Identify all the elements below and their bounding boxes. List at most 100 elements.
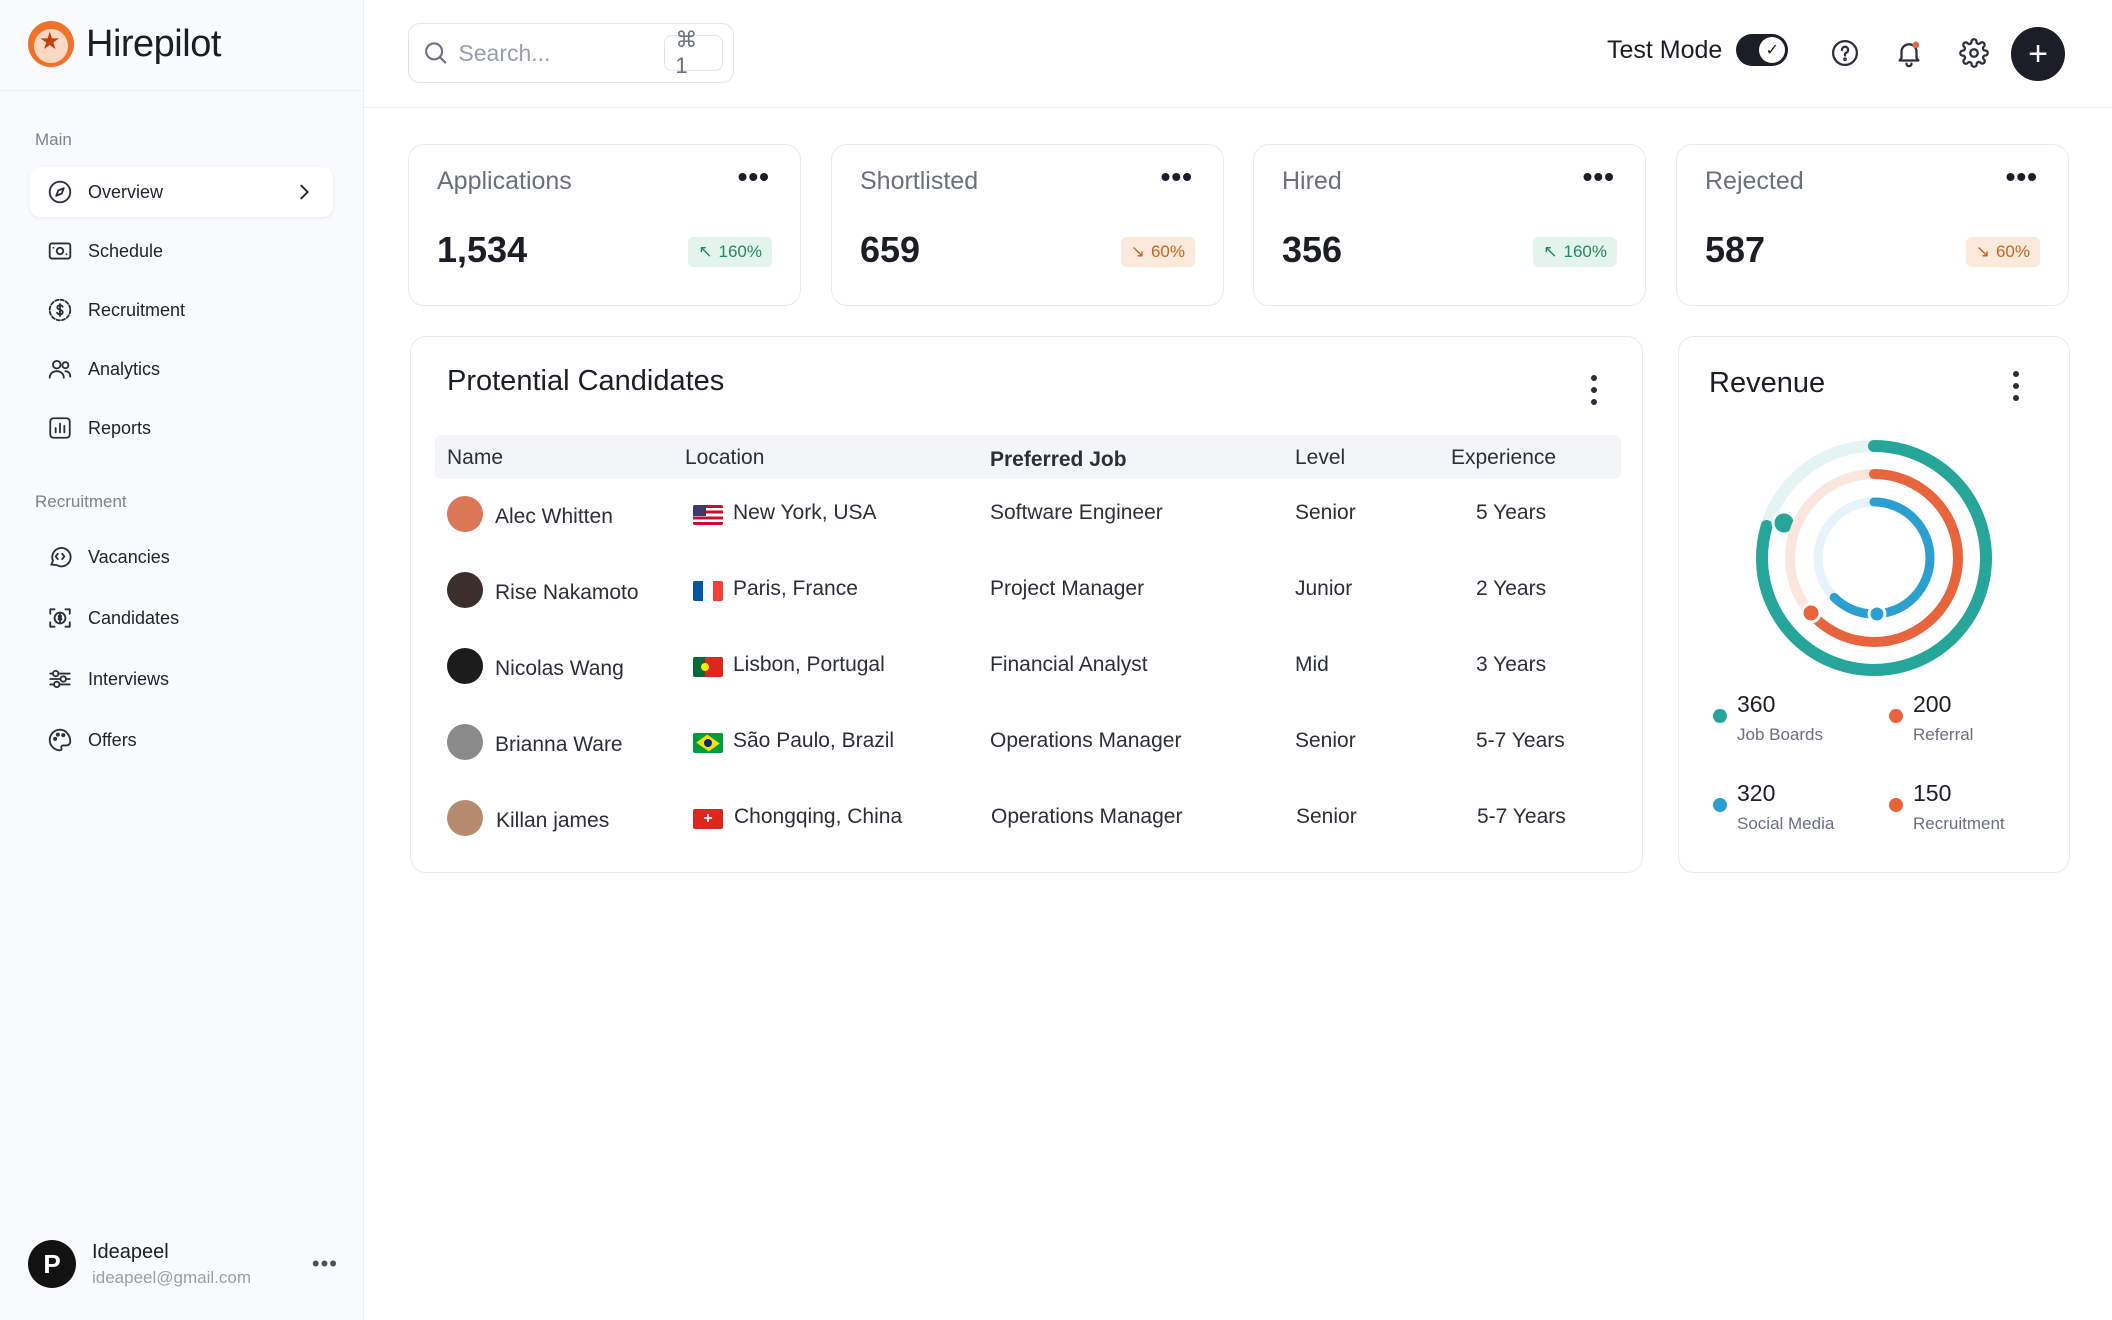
candidate-level: Mid [1295,653,1329,676]
candidate-level: Junior [1295,577,1353,600]
legend-label: Recruitment [1913,814,2005,833]
sidebar-item-vacancies[interactable]: Vacancies [30,532,333,582]
stat-value: 659 [860,229,921,270]
sidebar-item-overview[interactable]: Overview [30,167,333,217]
sidebar-item-label: Interviews [88,668,170,689]
ring-job-boards [1756,440,1992,676]
user-info: Ideapeel ideapeel@gmail.com [92,1241,296,1288]
bell-icon[interactable] [1894,38,1926,70]
column-header[interactable]: Preferred Job [990,448,1127,471]
sidebar-item-schedule[interactable]: Schedule [30,226,333,276]
search-icon [425,42,447,64]
test-mode-toggle[interactable]: ✓ [1736,34,1789,66]
legend-dot [1889,709,1903,723]
arrow-up-left-icon: ↖ [698,242,713,261]
candidate-job: Financial Analyst [990,653,1148,676]
table-row[interactable]: Alec Whitten New York, USA Software Engi… [435,483,1621,543]
more-horizontal-icon[interactable]: ••• [1160,161,1193,192]
candidate-level: Senior [1295,729,1356,752]
candidate-name: Brianna Ware [495,733,623,756]
sidebar-item-offers[interactable]: Offers [30,715,333,765]
us-flag-icon [693,505,723,525]
avatar [447,648,483,684]
candidate-name: Nicolas Wang [495,657,624,680]
more-vertical-icon[interactable] [1589,375,1599,405]
sidebar-item-label: Reports [88,417,152,438]
stat-change: 160% [718,242,762,261]
table-row[interactable]: Brianna Ware São Paulo, Brazil Operation… [435,711,1621,771]
avatar [447,800,483,836]
candidate-location: São Paulo, Brazil [733,729,895,752]
stat-change: 60% [1995,242,2030,261]
stat-value: 1,534 [437,229,528,270]
user-profile[interactable]: P Ideapeel ideapeel@gmail.com ••• [28,1236,338,1292]
test-mode-label: Test Mode [1607,35,1723,64]
legend-dot [1713,798,1727,812]
revenue-card: Revenue 360 Job Boards 200 Referral 320 … [1678,336,2070,873]
candidate-experience: 5-7 Years [1476,729,1565,752]
schedule-icon [46,237,74,265]
status-badge: ↖ 160% [688,237,772,267]
more-horizontal-icon[interactable]: ••• [737,161,770,192]
palette-icon [46,726,74,754]
add-button[interactable]: + [2011,27,2065,81]
candidate-level: Senior [1295,501,1356,524]
candidate-scan-icon [46,604,74,632]
more-horizontal-icon[interactable]: ••• [2005,161,2038,192]
more-horizontal-icon[interactable]: ••• [311,1251,338,1276]
hirepilot-logo-icon [28,21,74,67]
sidebar-item-analytics[interactable]: Analytics [30,344,333,394]
table-row[interactable]: Rise Nakamoto Paris, France Project Mana… [435,559,1621,619]
revenue-rings [1756,440,1992,676]
dollar-circle-icon [46,296,74,324]
column-header[interactable]: Name [447,446,504,469]
ring-social-media-handle [1867,604,1887,624]
candidate-name: Killan james [496,809,610,832]
candidate-level: Senior [1296,805,1357,828]
avatar [447,496,483,532]
table-row[interactable]: Killan james + Chongqing, China Operatio… [435,787,1621,847]
check-icon: ✓ [1759,37,1786,63]
main-nav: Overview Schedule Recruitment Analytics [30,167,333,462]
pt-flag-icon [693,657,723,677]
code-bubble-icon [46,543,74,571]
search-input[interactable] [458,39,655,67]
sidebar-item-label: Schedule [88,240,164,261]
column-header[interactable]: Location [685,446,765,469]
user-name: Ideapeel [92,1240,169,1263]
stat-title: Hired [1282,167,1342,195]
brand[interactable]: Hirepilot [28,20,221,68]
help-icon[interactable] [1830,38,1862,70]
stat-value: 356 [1282,229,1343,270]
arrow-down-right-icon: ↘ [1130,242,1145,261]
legend-value: 320 [1737,780,1776,806]
candidate-job: Project Manager [990,577,1145,600]
arrow-up-left-icon: ↖ [1543,242,1558,261]
top-bar: ⌘ 1 Test Mode ✓ + [364,0,2112,108]
br-flag-icon [693,733,723,753]
users-icon [46,355,74,383]
legend-label: Social Media [1737,814,1835,833]
sidebar: Hirepilot Main Overview Schedule Recruit… [0,0,364,1320]
more-horizontal-icon[interactable]: ••• [1582,161,1615,192]
gear-icon[interactable] [1959,38,1991,70]
sidebar-item-reports[interactable]: Reports [30,403,333,453]
sidebar-item-interviews[interactable]: Interviews [30,654,333,704]
more-vertical-icon[interactable] [2011,371,2021,401]
column-header[interactable]: Experience [1451,446,1557,469]
table-row[interactable]: Nicolas Wang Lisbon, Portugal Financial … [435,635,1621,695]
search-shortcut: ⌘ 1 [664,27,723,78]
stat-title: Applications [437,167,572,195]
bar-chart-icon [46,414,74,442]
candidate-location: Chongqing, China [734,805,903,828]
candidate-location: Lisbon, Portugal [733,653,885,676]
status-badge: ↘ 60% [1120,237,1195,267]
column-header[interactable]: Level [1295,446,1346,469]
candidate-experience: 2 Years [1476,577,1547,600]
sidebar-item-label: Recruitment [88,299,186,320]
ring-referral [1785,469,1963,647]
sidebar-item-recruitment[interactable]: Recruitment [30,285,333,335]
candidate-name: Alec Whitten [495,505,613,528]
sidebar-item-candidates[interactable]: Candidates [30,593,333,643]
search-box[interactable]: ⌘ 1 [408,23,734,83]
